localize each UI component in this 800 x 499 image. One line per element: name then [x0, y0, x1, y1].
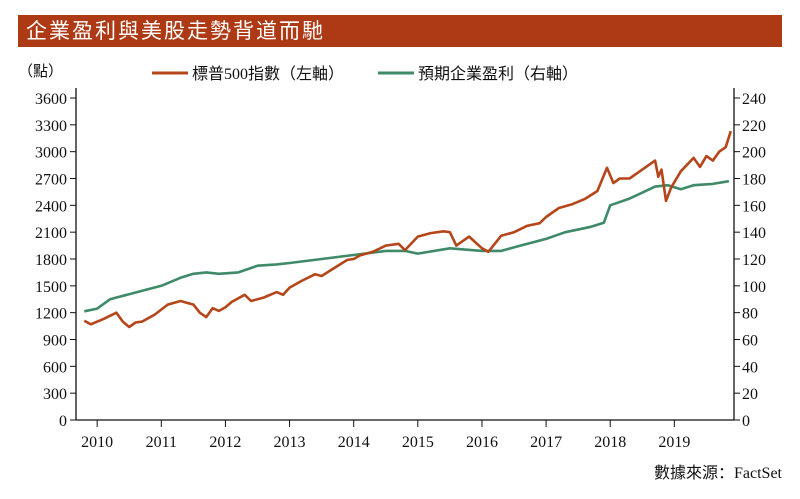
x-tick-label: 2019 [658, 434, 690, 451]
right-tick-label: 100 [742, 279, 766, 296]
x-tick-label: 2011 [146, 434, 177, 451]
right-tick-label: 140 [742, 225, 766, 242]
left-tick-label: 1200 [35, 306, 67, 323]
right-tick-label: 200 [742, 145, 766, 162]
left-tick-label: 300 [43, 386, 67, 403]
left-tick-label: 2700 [35, 172, 67, 189]
legend: 標普500指數（左軸） 預期企業盈利（右軸） [152, 65, 578, 83]
source-note: 數據來源：FactSet [654, 464, 783, 482]
left-tick-label: 600 [43, 359, 67, 376]
left-tick-label: 3600 [35, 91, 67, 108]
left-tick-label: 2100 [35, 225, 67, 242]
right-tick-label: 220 [742, 118, 766, 135]
left-tick-label: 2400 [35, 198, 67, 215]
x-tick-label: 2010 [81, 434, 113, 451]
x-tick-label: 2018 [594, 434, 626, 451]
left-tick-label: 0 [59, 413, 67, 430]
right-tick-label: 60 [742, 333, 758, 350]
x-tick-label: 2015 [402, 434, 434, 451]
right-tick-label: 80 [742, 306, 758, 323]
x-tick-label: 2014 [338, 434, 370, 451]
chart-title: 企業盈利與美股走勢背道而馳 [18, 15, 782, 47]
x-tick-label: 2017 [530, 434, 562, 451]
right-tick-label: 40 [742, 359, 758, 376]
right-tick-label: 120 [742, 252, 766, 269]
left-tick-label: 900 [43, 333, 67, 350]
left-unit-label: （點） [18, 63, 63, 80]
left-tick-label: 1500 [35, 279, 67, 296]
earnings-line [84, 179, 730, 313]
right-tick-label: 0 [742, 413, 750, 430]
x-tick-label: 2016 [466, 434, 498, 451]
right-tick-label: 160 [742, 198, 766, 215]
left-tick-label: 1800 [35, 252, 67, 269]
x-tick-label: 2013 [274, 434, 306, 451]
sp500-line [83, 130, 733, 329]
left-tick-label: 3300 [35, 118, 67, 135]
legend-label-earnings: 預期企業盈利（右軸） [418, 65, 578, 83]
legend-label-sp500: 標普500指數（左軸） [192, 65, 344, 83]
left-tick-label: 3000 [35, 145, 67, 162]
x-tick-label: 2012 [209, 434, 241, 451]
right-tick-label: 180 [742, 172, 766, 189]
right-tick-label: 20 [742, 386, 758, 403]
right-tick-label: 240 [742, 91, 766, 108]
